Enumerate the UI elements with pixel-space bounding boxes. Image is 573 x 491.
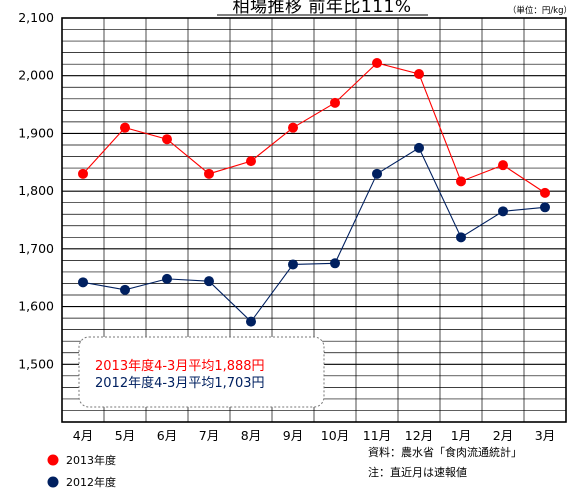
x-tick-label: 11月 xyxy=(363,428,391,443)
y-tick-label: 1,600 xyxy=(18,299,54,314)
data-point xyxy=(330,97,340,108)
source-notes: 資料：農水省「食肉流通統計」注：直近月は速報値 xyxy=(368,445,522,479)
source-note: 注：直近月は速報値 xyxy=(368,465,467,479)
y-axis-ticks: 2,100 2,000 1,900 1,800 1,700 1,600 1,500 xyxy=(18,10,54,371)
data-point xyxy=(120,284,130,295)
data-point xyxy=(78,168,88,179)
x-tick-label: 7月 xyxy=(199,428,219,443)
legend-label: 2012年度 xyxy=(66,475,116,489)
x-axis-ticks: 4月 5月 6月 7月 8月 9月 10月 11月 12月 1月 2月 3月 xyxy=(73,428,555,443)
y-tick-label: 1,700 xyxy=(18,241,54,256)
x-tick-label: 8月 xyxy=(241,428,261,443)
data-point xyxy=(414,142,424,153)
data-point xyxy=(162,273,172,284)
data-point xyxy=(540,202,550,213)
data-point xyxy=(288,259,298,270)
data-point xyxy=(78,277,88,288)
data-point xyxy=(540,187,550,198)
data-point xyxy=(372,58,382,69)
unit-label: （単位：円/kg） xyxy=(508,5,572,16)
data-point xyxy=(456,232,466,243)
data-point xyxy=(120,122,130,133)
data-point xyxy=(372,168,382,179)
legend-marker xyxy=(47,476,59,488)
series-group xyxy=(78,58,550,327)
x-tick-label: 9月 xyxy=(283,428,303,443)
plot-frame xyxy=(61,17,567,423)
source-note: 資料：農水省「食肉流通統計」 xyxy=(368,445,522,459)
data-point xyxy=(330,258,340,269)
average-text: 2013年度4-3月平均1,888円 xyxy=(95,358,265,374)
x-tick-label: 3月 xyxy=(535,428,555,443)
data-point xyxy=(498,160,508,171)
average-box-frame xyxy=(78,336,325,408)
y-tick-label: 1,800 xyxy=(18,183,54,198)
x-tick-label: 5月 xyxy=(115,428,135,443)
data-point xyxy=(498,206,508,217)
data-point xyxy=(246,316,256,327)
legend-label: 2013年度 xyxy=(66,453,116,467)
x-tick-label: 2月 xyxy=(493,428,513,443)
legend: 2013年度 2012年度 xyxy=(47,453,116,489)
average-text: 2012年度4-3月平均1,703円 xyxy=(95,375,265,391)
chart-title: 相場推移 前年比111% xyxy=(232,0,411,17)
x-tick-label: 6月 xyxy=(157,428,177,443)
y-tick-label: 1,900 xyxy=(18,125,54,140)
x-tick-label: 4月 xyxy=(73,428,93,443)
y-tick-label: 2,100 xyxy=(18,10,54,25)
legend-marker xyxy=(47,454,59,466)
data-point xyxy=(204,276,214,287)
y-tick-label: 2,000 xyxy=(18,68,54,83)
x-tick-label: 10月 xyxy=(321,428,349,443)
data-point xyxy=(204,168,214,179)
x-tick-label: 1月 xyxy=(451,428,471,443)
data-point xyxy=(162,134,172,145)
data-point xyxy=(414,68,424,79)
y-tick-label: 1,500 xyxy=(18,356,54,371)
data-point xyxy=(288,122,298,133)
data-point xyxy=(246,156,256,167)
series-line-1 xyxy=(82,62,546,194)
data-point xyxy=(456,176,466,187)
x-tick-label: 12月 xyxy=(405,428,433,443)
series-line-2 xyxy=(82,147,546,323)
